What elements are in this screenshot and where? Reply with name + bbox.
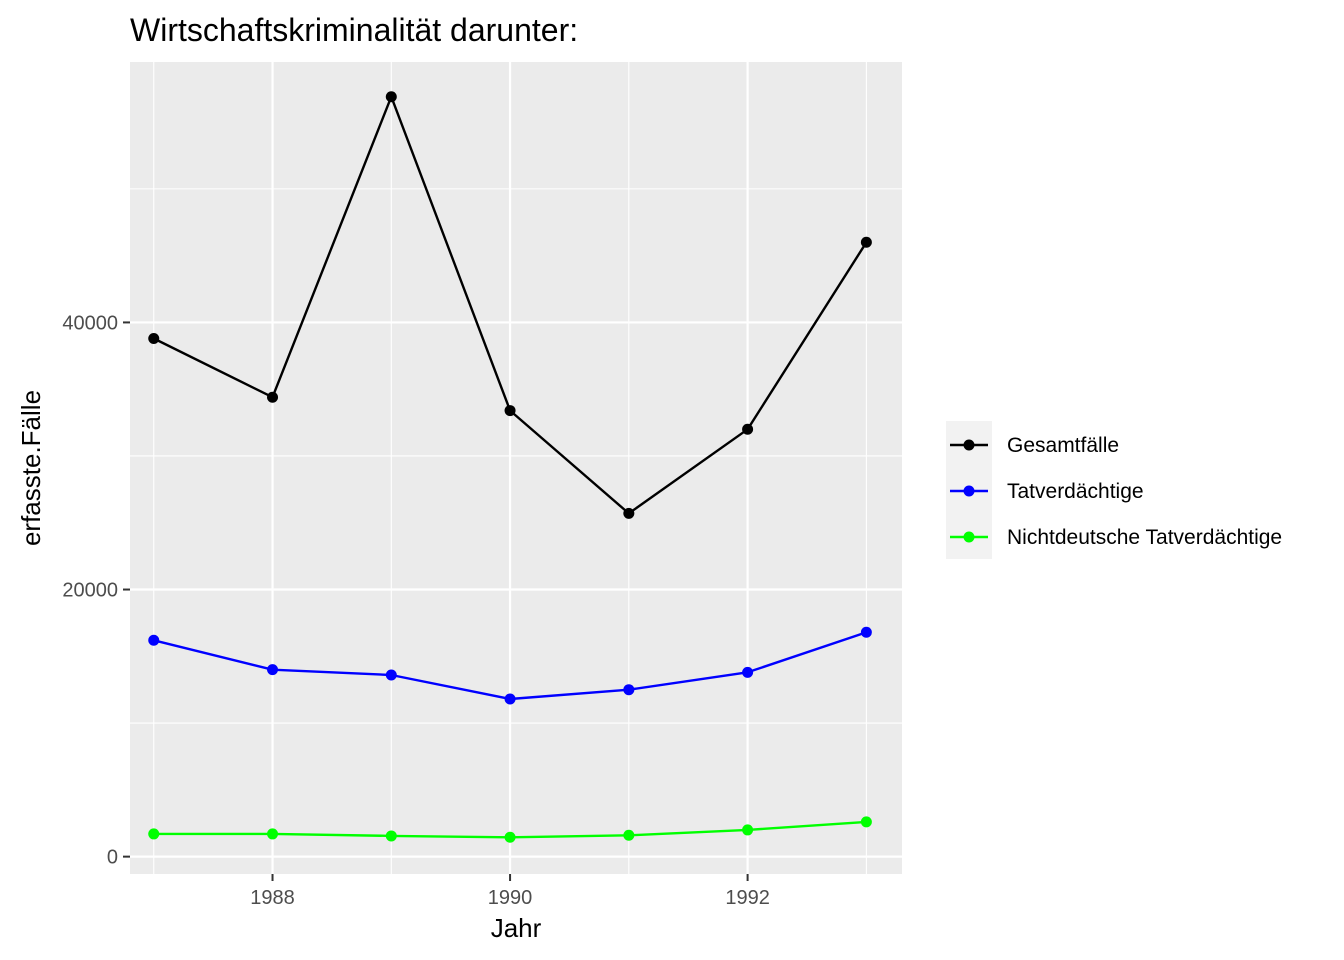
legend: Gesamtfälle Tatverdächtige Nichtdeutsche T… xyxy=(946,421,1282,559)
legend-label: Tatverdächtige xyxy=(1007,480,1144,503)
data-point xyxy=(504,405,516,417)
data-point xyxy=(267,664,279,676)
legend-label: Nichtdeutsche Tatverdächtige xyxy=(1007,526,1282,549)
y-axis-title: erfasste.Fälle xyxy=(16,390,46,546)
x-axis: 1988 1990 1992 xyxy=(250,874,770,909)
data-point xyxy=(742,423,754,435)
y-axis: 0 20000 40000 xyxy=(62,312,130,869)
data-point xyxy=(385,91,397,103)
x-axis-title: Jahr xyxy=(491,913,542,943)
data-point xyxy=(742,666,754,678)
data-point xyxy=(860,236,872,248)
grid-minor xyxy=(130,62,902,874)
legend-label: Gesamtfälle xyxy=(1007,434,1119,457)
chart-title: Wirtschaftskriminalität darunter: xyxy=(130,12,578,48)
plot-panel xyxy=(130,62,902,874)
data-point xyxy=(148,332,160,344)
y-tick-label: 20000 xyxy=(62,580,118,602)
data-point xyxy=(623,684,635,696)
data-point xyxy=(385,830,397,842)
data-point xyxy=(860,626,872,638)
y-tick-label: 0 xyxy=(107,847,118,869)
data-point xyxy=(504,831,516,843)
data-point xyxy=(148,828,160,840)
data-point xyxy=(148,634,160,646)
x-tick-label: 1990 xyxy=(488,887,533,909)
x-tick-label: 1988 xyxy=(250,887,295,909)
data-point xyxy=(267,391,279,403)
data-point xyxy=(860,816,872,828)
data-point xyxy=(742,824,754,836)
series-layer xyxy=(148,91,872,843)
legend-key-point xyxy=(963,531,975,543)
data-point xyxy=(623,829,635,841)
data-point xyxy=(385,669,397,681)
data-point xyxy=(504,693,516,705)
grid-major xyxy=(130,62,902,874)
legend-key-point xyxy=(963,485,975,497)
data-point xyxy=(267,828,279,840)
legend-key-point xyxy=(963,439,975,451)
y-tick-label: 40000 xyxy=(62,312,118,334)
data-point xyxy=(623,507,635,519)
x-tick-label: 1992 xyxy=(725,887,770,909)
